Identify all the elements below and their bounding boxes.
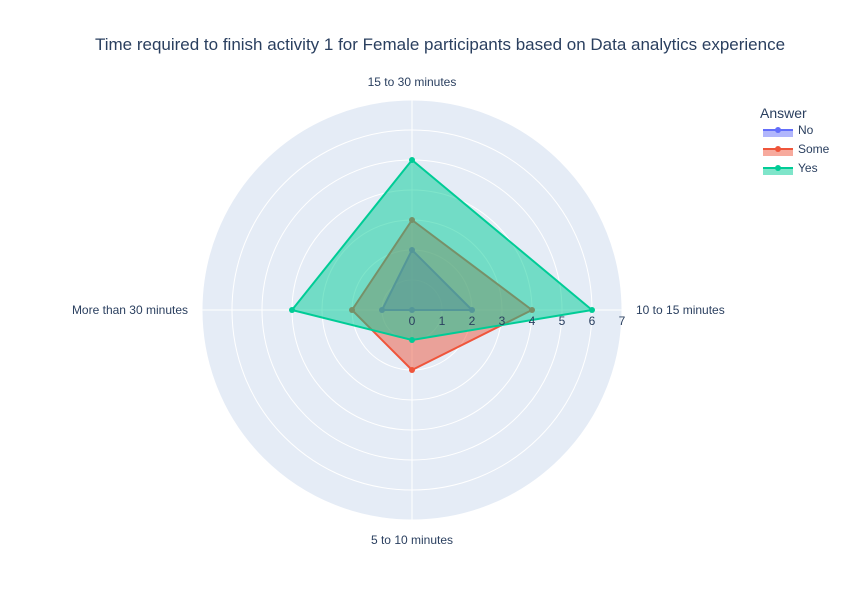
data-point[interactable] xyxy=(289,307,295,313)
angular-tick-label: 5 to 10 minutes xyxy=(371,533,453,547)
legend-swatch xyxy=(763,130,793,137)
legend-item-no[interactable]: No xyxy=(763,123,814,137)
radial-tick-label: 6 xyxy=(589,314,596,328)
legend[interactable]: Answer No Some Yes xyxy=(760,105,830,175)
radial-tick-label: 1 xyxy=(439,314,446,328)
radial-axis: 0 1 2 3 4 5 6 7 xyxy=(409,314,626,328)
data-point[interactable] xyxy=(589,307,595,313)
radial-tick-label: 3 xyxy=(499,314,506,328)
data-point[interactable] xyxy=(409,157,415,163)
angular-tick-label: 10 to 15 minutes xyxy=(636,303,725,317)
data-point[interactable] xyxy=(409,337,415,343)
legend-item-yes[interactable]: Yes xyxy=(763,161,818,175)
legend-title: Answer xyxy=(760,105,807,121)
radial-tick-label: 7 xyxy=(619,314,626,328)
radial-tick-label: 5 xyxy=(559,314,566,328)
legend-marker xyxy=(775,127,781,133)
legend-swatch xyxy=(763,168,793,175)
radial-tick-label: 0 xyxy=(409,314,416,328)
radial-tick-label: 2 xyxy=(469,314,476,328)
angular-axis: 10 to 15 minutes 15 to 30 minutes More tha… xyxy=(72,75,725,547)
legend-marker xyxy=(775,146,781,152)
data-point[interactable] xyxy=(409,367,415,373)
angular-tick-label: More than 30 minutes xyxy=(72,303,188,317)
legend-item-some[interactable]: Some xyxy=(763,142,830,156)
legend-marker xyxy=(775,165,781,171)
legend-swatch xyxy=(763,149,793,156)
series-layer xyxy=(289,157,595,373)
legend-label: No xyxy=(798,123,814,137)
chart-title: Time required to finish activity 1 for F… xyxy=(95,35,785,54)
radial-tick-label: 4 xyxy=(529,314,536,328)
legend-label: Some xyxy=(798,142,830,156)
legend-label: Yes xyxy=(798,161,818,175)
angular-tick-label: 15 to 30 minutes xyxy=(368,75,457,89)
series-yes[interactable] xyxy=(289,157,595,343)
